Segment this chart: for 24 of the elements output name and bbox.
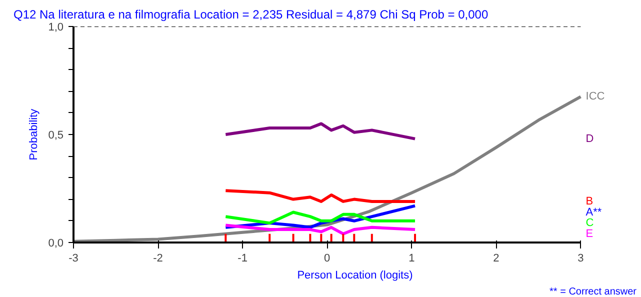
y-tick-label: 0,0 [48, 238, 64, 250]
text: C [586, 217, 594, 230]
x-axis-title: Person Location (logits) [297, 270, 413, 282]
x-tick-label: 2 [493, 252, 500, 264]
text: D [586, 132, 594, 145]
y-axis-title: Probability [28, 108, 40, 160]
x-tick-label: 0 [324, 252, 330, 264]
y-tick-label: 1,0 [48, 22, 64, 34]
x-tick-label: 3 [578, 252, 584, 264]
series-label: ICC [586, 90, 605, 103]
text: A** [586, 206, 602, 218]
x-tick-label: -3 [68, 252, 78, 264]
text: ** = Correct answer [550, 286, 638, 297]
line-series [224, 224, 417, 236]
text: E [586, 228, 594, 240]
text: B [586, 195, 594, 208]
x-tick-label: 1 [408, 252, 415, 264]
line-series [224, 189, 417, 203]
x-tick-label: -2 [153, 252, 163, 264]
chart-title: Q12 Na literatura e na filmografia Location = 2,235 Residual = 4,879 Chi Sq Prob = 0,000 [14, 8, 488, 22]
line-series [224, 210, 417, 225]
y-tick-label: 0,5 [48, 130, 64, 142]
x-tick-label: -1 [238, 252, 248, 264]
line-series [224, 122, 417, 140]
